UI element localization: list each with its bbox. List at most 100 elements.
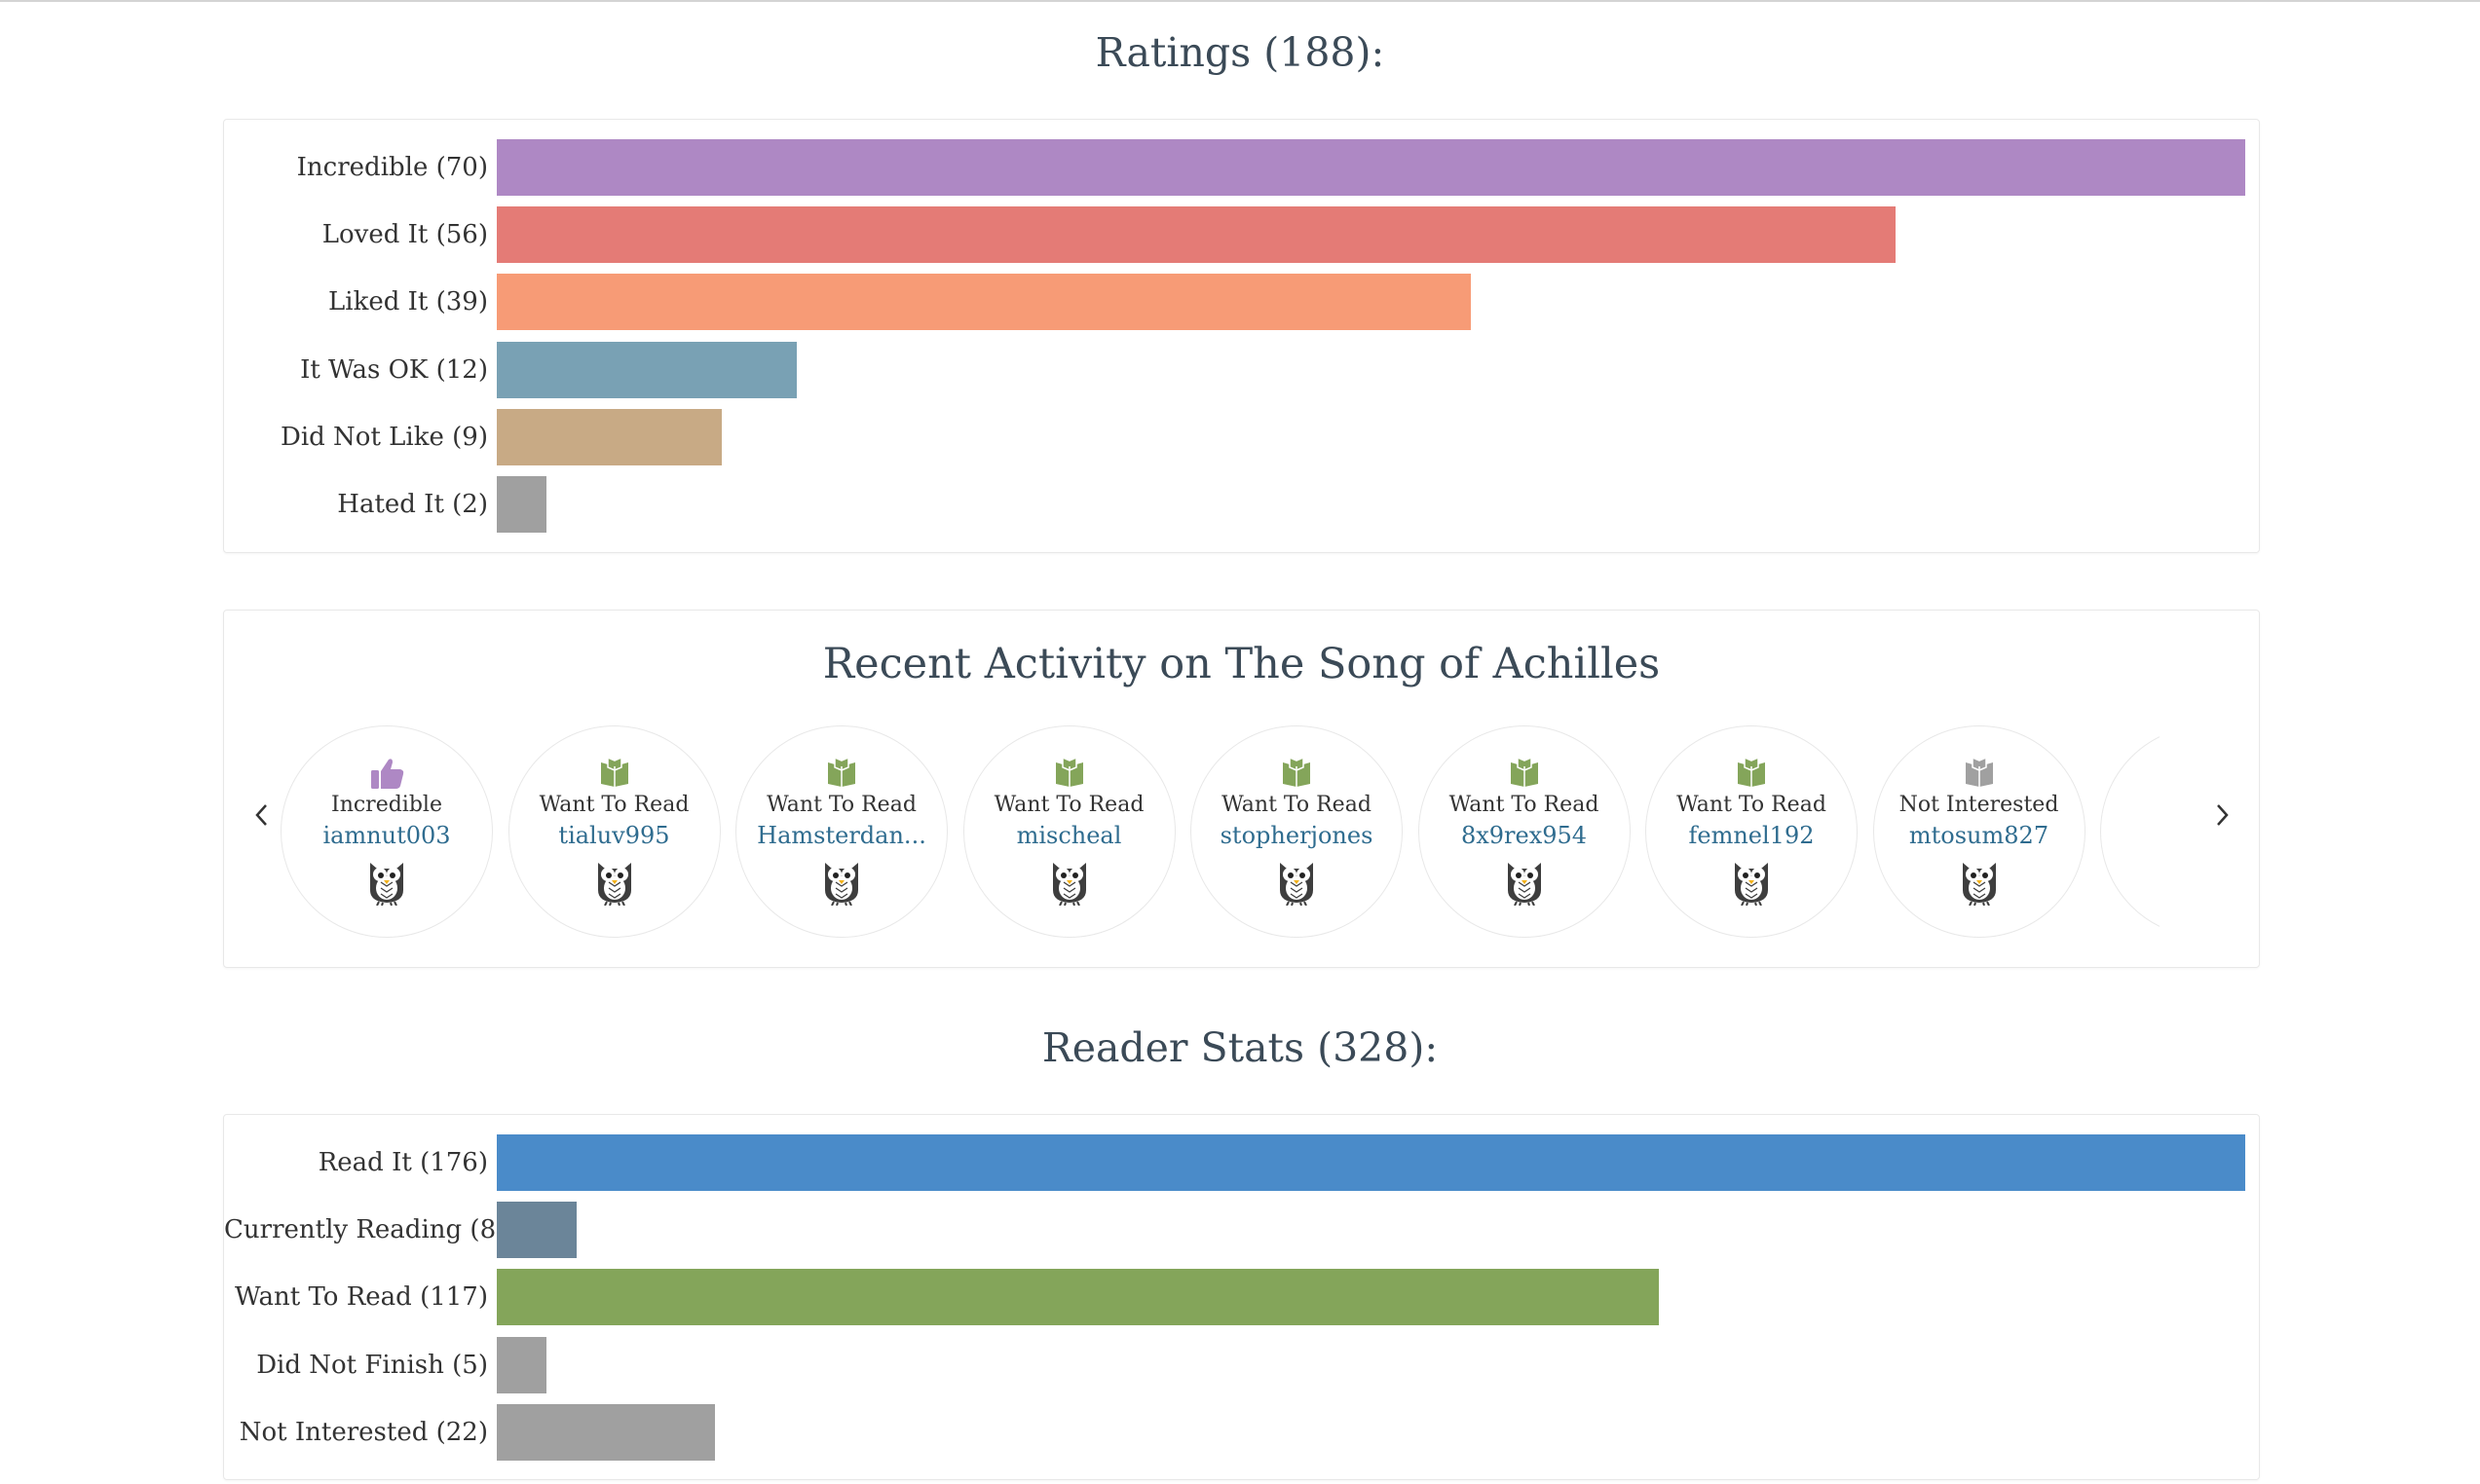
recent-activity-title: Recent Activity on The Song of Achilles <box>822 640 1661 688</box>
owl-avatar-icon <box>1280 863 1313 907</box>
reader-stat-bar[interactable] <box>497 1336 546 1393</box>
activity-username-link[interactable]: mischeal <box>1016 822 1122 849</box>
activity-username-link[interactable]: tialuv995 <box>558 822 670 849</box>
book-icon <box>828 756 855 787</box>
rating-bar[interactable] <box>497 206 1896 264</box>
reader-stat-row: Currently Reading (8) <box>224 1202 2259 1259</box>
activity-status-icon <box>1191 756 1402 791</box>
owl-avatar-icon <box>597 863 631 907</box>
book-icon <box>1965 756 1993 787</box>
chevron-left-icon <box>255 804 267 826</box>
ratings-chart: Incredible (70) Loved It (56) Liked It (39… <box>223 119 2260 553</box>
activity-status-icon <box>1419 756 1630 791</box>
activity-status: Want To Read <box>539 793 690 817</box>
activity-item[interactable]: Want To Read 8x9rex954 <box>1417 725 1631 938</box>
book-icon <box>1055 756 1083 787</box>
activity-item[interactable]: Want To Read mischeal <box>962 725 1176 938</box>
owl-avatar-icon <box>1962 863 1996 907</box>
activity-item[interactable]: Want To Read femnel192 <box>1645 725 1858 938</box>
activity-username-link[interactable]: iamnut003 <box>322 822 451 849</box>
rating-label: Did Not Like (9) <box>280 422 488 452</box>
activity-status-icon <box>282 756 492 791</box>
avatar[interactable] <box>815 853 868 907</box>
carousel-next-button[interactable] <box>2207 796 2236 835</box>
reader-stat-row: Read It (176) <box>224 1134 2259 1191</box>
activity-status: Liked It <box>2101 793 2160 817</box>
rating-row: It Was OK (12) <box>224 341 2259 398</box>
activity-username-link[interactable]: 8x9rex954 <box>1460 822 1588 849</box>
activity-item[interactable]: Not Interested mtosum827 <box>1872 725 2085 938</box>
activity-status: Want To Read <box>1676 793 1826 817</box>
activity-carousel[interactable]: Incredible iamnut003 Want To Read tialuv995… <box>278 725 2160 942</box>
owl-avatar-icon <box>825 863 858 907</box>
carousel-prev-button[interactable] <box>247 796 277 835</box>
reader-stats-chart: Read It (176) Currently Reading (8) Want T… <box>223 1114 2260 1480</box>
reader-stat-bar[interactable] <box>497 1134 2245 1191</box>
owl-avatar-icon <box>370 863 403 907</box>
activity-username-link[interactable]: mtosum827 <box>1908 822 2049 849</box>
reader-stat-label: Currently Reading (8) <box>224 1215 507 1245</box>
rating-row: Did Not Like (9) <box>224 408 2259 465</box>
book-icon <box>1738 756 1765 787</box>
avatar[interactable] <box>360 853 413 907</box>
avatar[interactable] <box>1953 853 2006 907</box>
activity-status: Want To Read <box>1221 793 1372 817</box>
owl-avatar-icon <box>1507 863 1541 907</box>
chevron-right-icon <box>2217 804 2229 826</box>
owl-avatar-icon <box>1052 863 1086 907</box>
activity-username-link[interactable]: stopherjones <box>1220 822 1373 849</box>
rating-label: Incredible (70) <box>296 153 488 182</box>
activity-item[interactable]: Want To Read tialuv995 <box>507 725 721 938</box>
rating-bar[interactable] <box>497 476 547 533</box>
avatar[interactable] <box>1498 853 1551 907</box>
rating-bar[interactable] <box>497 341 797 398</box>
book-icon <box>600 756 628 787</box>
owl-avatar-icon <box>1735 863 1768 907</box>
reader-stat-bar[interactable] <box>497 1403 716 1461</box>
rating-label: It Was OK (12) <box>300 354 488 385</box>
activity-status-icon <box>2101 756 2160 791</box>
rating-bar[interactable] <box>497 139 2245 196</box>
reader-stat-bar[interactable] <box>497 1202 577 1259</box>
avatar[interactable] <box>1270 853 1323 907</box>
activity-status-icon <box>1646 756 1857 791</box>
activity-status-icon <box>736 756 947 791</box>
reader-stat-label: Read It (176) <box>318 1148 488 1177</box>
activity-username-link[interactable]: halturn <box>2101 822 2160 849</box>
activity-item[interactable]: Want To Read stopherjones <box>1190 725 1403 938</box>
rating-bar[interactable] <box>497 274 1472 331</box>
rating-row: Liked It (39) <box>224 274 2259 331</box>
rating-label: Liked It (39) <box>328 287 488 317</box>
reader-stat-row: Want To Read (117) <box>224 1269 2259 1326</box>
recent-activity-panel: Recent Activity on The Song of Achilles … <box>223 610 2260 968</box>
activity-status-icon <box>964 756 1175 791</box>
reader-stats-title: Reader Stats (328): <box>1041 1024 1439 1071</box>
avatar[interactable] <box>588 853 641 907</box>
reader-stat-row: Did Not Finish (5) <box>224 1336 2259 1393</box>
reader-stat-row: Not Interested (22) <box>224 1403 2259 1461</box>
activity-username-link[interactable]: femnel192 <box>1688 822 1815 849</box>
rating-label: Loved It (56) <box>321 220 488 250</box>
activity-username-link[interactable]: Hamsterdan... <box>757 822 926 849</box>
activity-status-icon <box>1874 756 2085 791</box>
reader-stat-label: Did Not Finish (5) <box>256 1350 488 1380</box>
rating-row: Incredible (70) <box>224 139 2259 196</box>
activity-status: Want To Read <box>767 793 917 817</box>
book-icon <box>1283 756 1310 787</box>
rating-bar[interactable] <box>497 408 722 465</box>
avatar[interactable] <box>1725 853 1778 907</box>
activity-status: Want To Read <box>1448 793 1599 817</box>
activity-item[interactable]: Liked It halturn <box>2100 725 2160 938</box>
activity-status: Not Interested <box>1898 793 2059 817</box>
activity-status-icon <box>509 756 720 791</box>
activity-item[interactable]: Incredible iamnut003 <box>281 725 493 938</box>
rating-row: Loved It (56) <box>224 206 2259 264</box>
reader-stat-bar[interactable] <box>497 1269 1660 1326</box>
avatar[interactable] <box>1043 853 1096 907</box>
rating-row: Hated It (2) <box>224 476 2259 533</box>
reader-stat-label: Want To Read (117) <box>235 1282 488 1313</box>
thumbs-up-icon <box>371 759 404 789</box>
activity-item[interactable]: Want To Read Hamsterdan... <box>735 725 948 938</box>
rating-label: Hated It (2) <box>337 490 488 519</box>
reader-stat-label: Not Interested (22) <box>239 1417 488 1447</box>
